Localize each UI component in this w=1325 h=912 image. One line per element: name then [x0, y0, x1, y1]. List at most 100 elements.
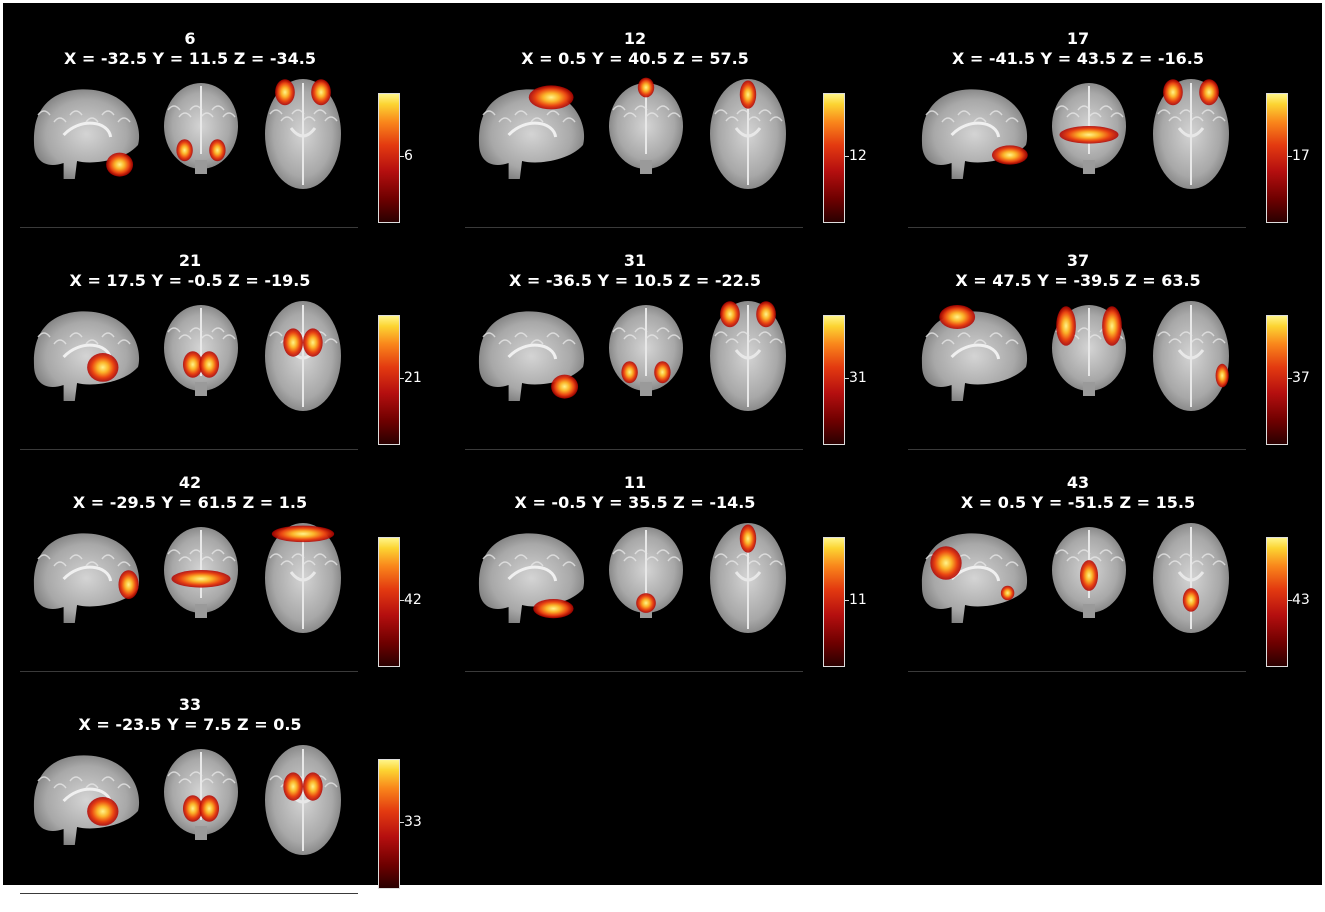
panel-component-33: 33 X = -23.5 Y = 7.5 Z = 0.5 33 [20, 695, 440, 912]
colorbar-tick [400, 378, 404, 379]
panel-title: 42 [178, 473, 202, 492]
coronal-slice [1052, 83, 1126, 174]
activation-blob [739, 80, 757, 109]
activation-blob [176, 139, 193, 162]
colorbar-tick [1288, 378, 1292, 379]
axial-slice [265, 523, 341, 633]
activation-blob [182, 351, 203, 378]
panel-coordinates: X = 0.5 Y = -51.5 Z = 15.5 [960, 493, 1196, 512]
panel-coordinates: X = -36.5 Y = 10.5 Z = -22.5 [508, 271, 761, 290]
activation-blob [720, 301, 740, 328]
activation-blob [551, 374, 579, 399]
activation-blob [1102, 306, 1122, 346]
coronal-slice [164, 527, 238, 618]
sagittal-slice [478, 85, 585, 179]
colorbar-tick [400, 156, 404, 157]
sagittal-slice [921, 533, 1028, 623]
colorbar-label: 43 [1292, 592, 1310, 608]
colorbar [823, 537, 845, 667]
brain-slice-views [908, 515, 1268, 675]
activation-blob [283, 328, 303, 357]
panel-component-17: 17 X = -41.5 Y = 43.5 Z = -16.5 17 [908, 29, 1325, 246]
axial-slice [265, 301, 341, 411]
colorbar-label: 31 [849, 370, 867, 386]
axial-slice [1153, 79, 1229, 189]
panel-baseline [20, 671, 358, 672]
axial-slice [1153, 523, 1229, 633]
colorbar-tick [400, 822, 404, 823]
panel-coordinates: X = -23.5 Y = 7.5 Z = 0.5 [78, 715, 302, 734]
axial-slice [265, 745, 341, 855]
colorbar [378, 93, 400, 223]
axial-slice [710, 301, 786, 411]
activation-blob [621, 361, 638, 384]
panel-baseline [465, 671, 803, 672]
sagittal-slice [33, 89, 140, 179]
colorbar-tick [400, 600, 404, 601]
colorbar [378, 537, 400, 667]
activation-blob [303, 328, 323, 357]
coronal-slice [609, 527, 683, 618]
panel-title: 6 [184, 29, 196, 48]
colorbar [378, 759, 400, 889]
panel-component-37: 37 X = 47.5 Y = -39.5 Z = 63.5 37 [908, 251, 1325, 468]
activation-blob [930, 546, 962, 580]
panel-baseline [465, 449, 803, 450]
activation-blob [275, 79, 295, 106]
sagittal-slice [33, 755, 140, 845]
brain-slice-views [465, 515, 825, 675]
panel-component-43: 43 X = 0.5 Y = -51.5 Z = 15.5 43 [908, 473, 1325, 690]
colorbar-label: 33 [404, 814, 422, 830]
sagittal-slice [921, 89, 1028, 179]
activation-blob [1059, 126, 1119, 144]
panel-coordinates: X = -32.5 Y = 11.5 Z = -34.5 [63, 49, 316, 68]
colorbar [378, 315, 400, 445]
sagittal-slice [478, 311, 585, 401]
coronal-slice [164, 83, 238, 174]
panel-title: 33 [178, 695, 202, 714]
axial-slice [710, 523, 786, 633]
colorbar-tick [845, 600, 849, 601]
activation-blob [209, 139, 226, 162]
colorbar-label: 17 [1292, 148, 1310, 164]
sagittal-slice [921, 305, 1028, 401]
coronal-slice [609, 305, 683, 396]
panel-component-21: 21 X = 17.5 Y = -0.5 Z = -19.5 21 [20, 251, 440, 468]
activation-blob [171, 570, 231, 588]
axial-slice [265, 79, 341, 189]
colorbar-label: 6 [404, 148, 413, 164]
colorbar-tick [1288, 156, 1292, 157]
panel-title: 12 [623, 29, 647, 48]
axial-slice [1153, 301, 1229, 411]
panel-baseline [20, 227, 358, 228]
sagittal-slice [33, 533, 140, 623]
colorbar-label: 12 [849, 148, 867, 164]
panel-coordinates: X = 17.5 Y = -0.5 Z = -19.5 [69, 271, 311, 290]
panel-title: 21 [178, 251, 202, 270]
colorbar-label: 11 [849, 592, 867, 608]
activation-blob [87, 353, 119, 382]
activation-blob [271, 525, 335, 543]
colorbar-label: 21 [404, 370, 422, 386]
activation-blob [654, 361, 671, 384]
brain-slice-views [908, 71, 1268, 231]
activation-blob [311, 79, 331, 106]
activation-blob [1199, 79, 1219, 106]
activation-blob [106, 152, 134, 177]
colorbar [1266, 315, 1288, 445]
panel-title: 17 [1066, 29, 1090, 48]
brain-slice-views [20, 515, 380, 675]
colorbar-label: 37 [1292, 370, 1310, 386]
brain-slice-views [20, 293, 380, 453]
panel-baseline [20, 893, 358, 894]
brain-slice-views [908, 293, 1268, 453]
panel-baseline [908, 671, 1246, 672]
panel-title: 43 [1066, 473, 1090, 492]
brain-slice-views [465, 71, 825, 231]
activation-blob [1163, 79, 1183, 106]
sagittal-slice [33, 311, 140, 401]
panel-baseline [908, 449, 1246, 450]
brain-slice-views [20, 71, 380, 231]
